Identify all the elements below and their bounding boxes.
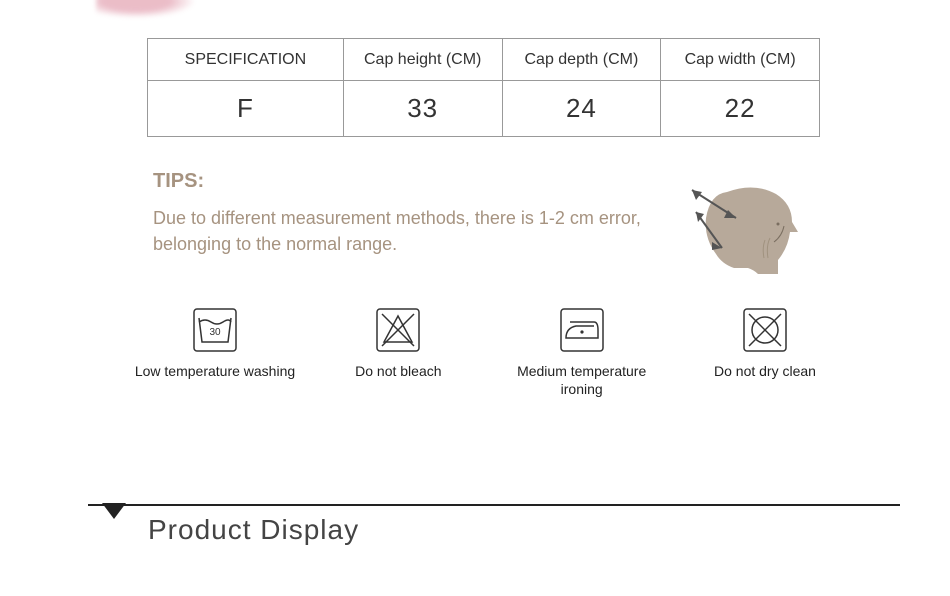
table-header: Cap height (CM) — [343, 39, 502, 81]
spec-table: SPECIFICATION Cap height (CM) Cap depth … — [147, 38, 820, 137]
table-header-row: SPECIFICATION Cap height (CM) Cap depth … — [148, 39, 820, 81]
wash-30-icon: 30 — [191, 306, 239, 354]
section-divider — [88, 504, 900, 506]
care-instructions: 30 Low temperature washing Do not bleach… — [130, 306, 850, 398]
care-label: Medium temperature ironing — [497, 362, 667, 398]
head-measure-icon — [682, 178, 822, 278]
table-cell: 24 — [502, 81, 661, 137]
care-label: Low temperature washing — [135, 362, 295, 380]
care-label: Do not dry clean — [714, 362, 816, 380]
table-header: SPECIFICATION — [148, 39, 344, 81]
care-label: Do not bleach — [355, 362, 441, 380]
table-cell: 33 — [343, 81, 502, 137]
tips-text: Due to different measurement methods, th… — [153, 205, 673, 257]
care-item-bleach: Do not bleach — [313, 306, 483, 398]
svg-text:30: 30 — [209, 327, 221, 338]
no-bleach-icon — [374, 306, 422, 354]
table-row: F 33 24 22 — [148, 81, 820, 137]
care-item-dryclean: Do not dry clean — [680, 306, 850, 398]
table-header: Cap width (CM) — [661, 39, 820, 81]
table-cell: 22 — [661, 81, 820, 137]
care-item-iron: Medium temperature ironing — [497, 306, 667, 398]
table-cell: F — [148, 81, 344, 137]
table-header: Cap depth (CM) — [502, 39, 661, 81]
section-title: Product Display — [148, 514, 359, 546]
care-item-wash: 30 Low temperature washing — [130, 306, 300, 398]
decorative-blur — [96, 0, 196, 18]
no-dryclean-icon — [741, 306, 789, 354]
iron-medium-icon — [558, 306, 606, 354]
